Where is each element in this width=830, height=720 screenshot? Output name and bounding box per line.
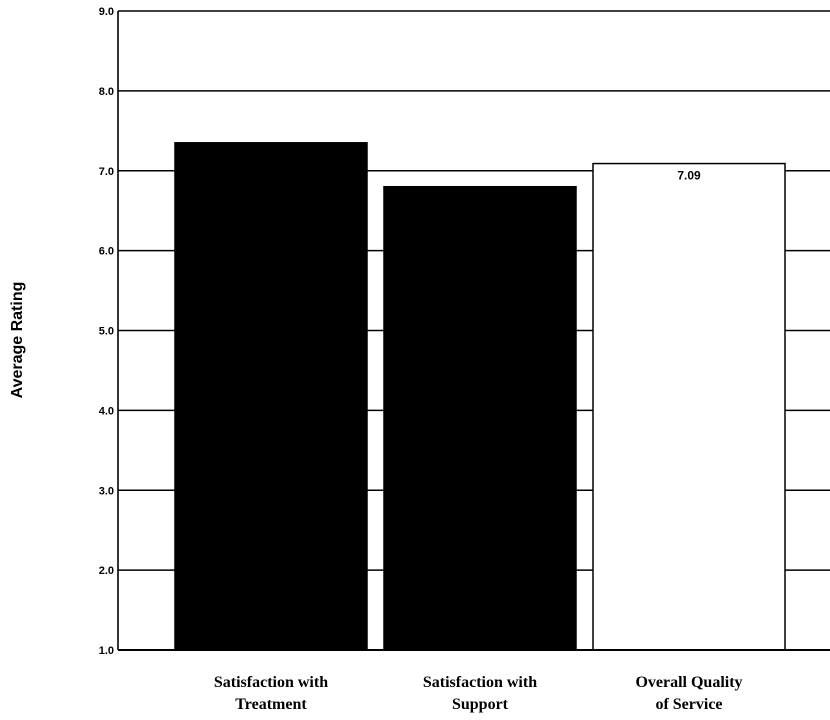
category-label: Satisfaction with bbox=[214, 674, 328, 691]
y-tick-label: 6.0 bbox=[99, 246, 114, 258]
y-tick-labels: 1.0 2.0 3.0 4.0 5.0 6.0 7.0 8.0 9.0 bbox=[99, 6, 114, 657]
axes bbox=[117, 11, 830, 651]
category-label: Satisfaction with bbox=[423, 674, 537, 691]
category-label: Support bbox=[452, 696, 509, 713]
bar bbox=[383, 185, 577, 651]
y-tick-label: 9.0 bbox=[99, 6, 114, 18]
category-labels: Satisfaction with Treatment Satisfaction w… bbox=[214, 674, 743, 713]
data-label: 7.09 bbox=[677, 169, 701, 183]
bar bbox=[592, 162, 786, 651]
bar bbox=[174, 142, 368, 651]
bars bbox=[174, 142, 786, 651]
category-label: Treatment bbox=[235, 696, 307, 713]
y-tick-label: 7.0 bbox=[99, 166, 114, 178]
y-tick-label: 5.0 bbox=[99, 326, 114, 338]
y-tick-label: 3.0 bbox=[99, 485, 114, 497]
category-label: Overall Quality bbox=[635, 674, 742, 691]
y-tick-label: 2.0 bbox=[99, 565, 114, 577]
y-tick-label: 8.0 bbox=[99, 86, 114, 98]
category-label: of Service bbox=[655, 696, 722, 713]
y-tick-label: 1.0 bbox=[99, 645, 114, 657]
y-tick-label: 4.0 bbox=[99, 405, 114, 417]
y-axis-label: Average Rating bbox=[9, 282, 26, 399]
data-labels: 7.09 bbox=[677, 169, 701, 183]
